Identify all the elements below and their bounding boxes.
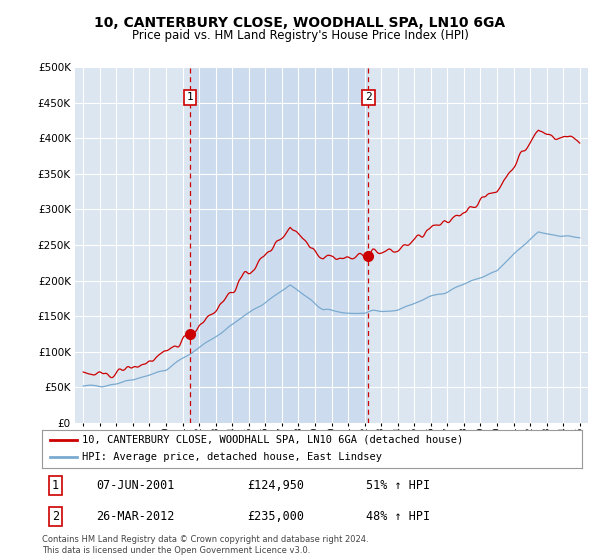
Text: £124,950: £124,950 — [247, 479, 304, 492]
Text: 51% ↑ HPI: 51% ↑ HPI — [366, 479, 430, 492]
Text: 07-JUN-2001: 07-JUN-2001 — [96, 479, 175, 492]
Text: £235,000: £235,000 — [247, 510, 304, 523]
Text: 48% ↑ HPI: 48% ↑ HPI — [366, 510, 430, 523]
Text: 10, CANTERBURY CLOSE, WOODHALL SPA, LN10 6GA: 10, CANTERBURY CLOSE, WOODHALL SPA, LN10… — [94, 16, 506, 30]
Text: 1: 1 — [187, 92, 193, 102]
Text: 26-MAR-2012: 26-MAR-2012 — [96, 510, 175, 523]
Text: Price paid vs. HM Land Registry's House Price Index (HPI): Price paid vs. HM Land Registry's House … — [131, 29, 469, 42]
Text: 10, CANTERBURY CLOSE, WOODHALL SPA, LN10 6GA (detached house): 10, CANTERBURY CLOSE, WOODHALL SPA, LN10… — [83, 435, 464, 445]
Text: 2: 2 — [52, 510, 59, 523]
Bar — [190, 67, 368, 423]
Text: 2: 2 — [365, 92, 372, 102]
Text: 1: 1 — [52, 479, 59, 492]
Text: Contains HM Land Registry data © Crown copyright and database right 2024.
This d: Contains HM Land Registry data © Crown c… — [42, 535, 368, 555]
Text: HPI: Average price, detached house, East Lindsey: HPI: Average price, detached house, East… — [83, 452, 383, 463]
